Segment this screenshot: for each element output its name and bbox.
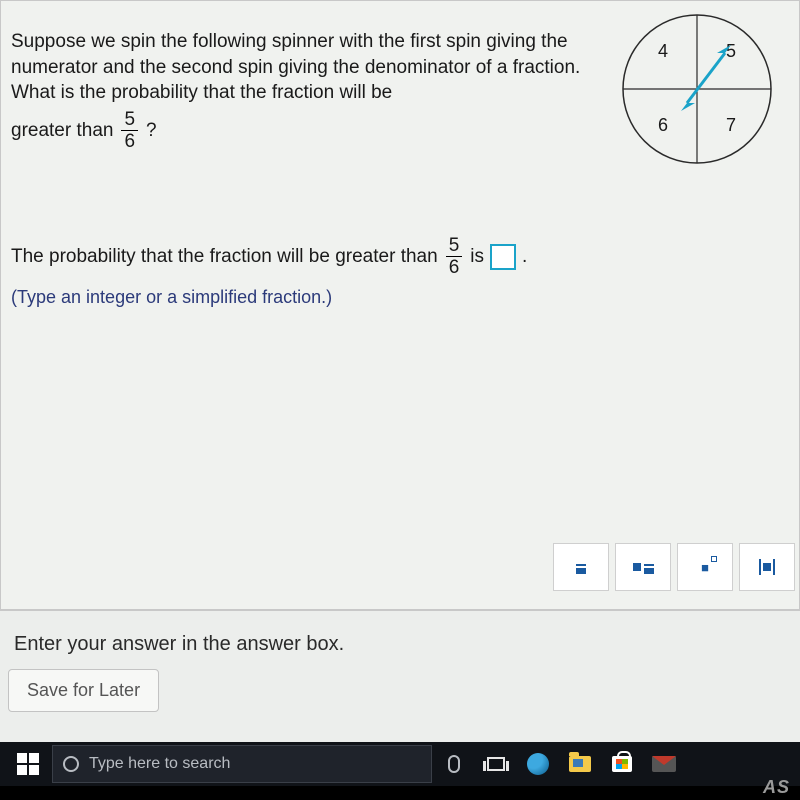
question-greater-line: greater than 5 6 ? [11,110,591,151]
mic-icon [448,755,460,773]
mail-button[interactable] [644,745,684,783]
question-body: Suppose we spin the following spinner wi… [11,29,591,106]
laptop-brand: AS [763,777,790,798]
question-panel: Suppose we spin the following spinner wi… [0,0,800,610]
exponent-tool-button[interactable]: ■ [677,543,733,591]
fraction-icon [576,560,586,574]
answer-mid: is [470,246,484,268]
mixed-number-tool-button[interactable] [615,543,671,591]
answer-fraction: 5 6 [446,236,463,277]
answer-period: . [522,246,527,268]
windows-icon [17,753,39,775]
edge-button[interactable] [518,745,558,783]
folder-icon [569,756,591,772]
taskbar-search[interactable]: Type here to search [52,745,432,783]
answer-prompt-line: The probability that the fraction will b… [11,236,527,277]
exponent-icon: ■ [701,560,709,575]
mixed-number-icon [633,560,654,574]
spinner-diagram: 4 5 6 7 [617,9,777,169]
spinner-label-4: 4 [658,41,668,61]
windows-taskbar: Type here to search [0,742,800,786]
math-toolbar: ■ [553,543,795,591]
mail-icon [652,756,676,772]
fraction-denominator: 6 [124,131,135,151]
greater-prefix: greater than [11,118,113,144]
fraction-5-6: 5 6 [121,110,138,151]
search-placeholder: Type here to search [89,755,230,773]
file-explorer-button[interactable] [560,745,600,783]
spinner-label-6: 6 [658,115,668,135]
edge-icon [527,753,549,775]
mic-button[interactable] [434,745,474,783]
search-icon [63,756,79,772]
fraction-tool-button[interactable] [553,543,609,591]
question-mark: ? [146,118,157,144]
absolute-value-tool-button[interactable] [739,543,795,591]
answer-frac-den: 6 [449,257,460,277]
task-view-button[interactable] [476,745,516,783]
start-button[interactable] [6,745,50,783]
enter-answer-label: Enter your answer in the answer box. [14,633,344,656]
answer-frac-num: 5 [446,236,463,257]
store-icon [612,756,632,772]
answer-input-box[interactable] [490,244,516,270]
app-screen: Suppose we spin the following spinner wi… [0,0,800,742]
answer-hint: (Type an integer or a simplified fractio… [11,287,527,308]
spinner-label-7: 7 [726,115,736,135]
taskview-icon [487,757,505,771]
store-button[interactable] [602,745,642,783]
answer-block: The probability that the fraction will b… [11,236,527,308]
fraction-numerator: 5 [121,110,138,131]
save-for-later-button[interactable]: Save for Later [8,669,159,712]
question-text: Suppose we spin the following spinner wi… [11,29,591,151]
answer-prefix: The probability that the fraction will b… [11,246,438,268]
spinner-label-5: 5 [726,41,736,61]
answer-footer: Enter your answer in the answer box. Sav… [0,610,800,742]
absolute-value-icon [759,559,775,575]
laptop-bezel: AS [0,786,800,800]
